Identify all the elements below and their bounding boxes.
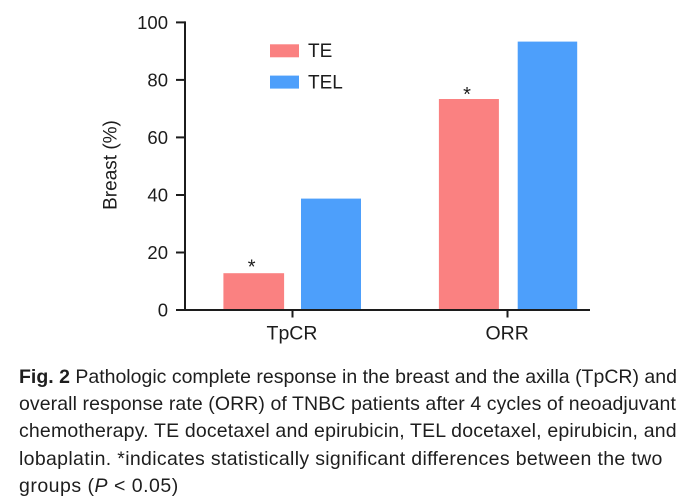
svg-text:*: * (463, 84, 471, 106)
svg-text:TEL: TEL (308, 73, 343, 94)
svg-text:100: 100 (137, 12, 168, 33)
svg-text:TpCR: TpCR (267, 322, 318, 344)
svg-text:80: 80 (147, 70, 168, 91)
svg-text:Breast (%): Breast (%) (101, 120, 122, 210)
svg-text:20: 20 (147, 242, 168, 263)
svg-text:TE: TE (308, 41, 332, 62)
svg-text:60: 60 (147, 127, 168, 148)
svg-text:0: 0 (158, 300, 168, 321)
svg-text:40: 40 (147, 185, 168, 206)
svg-text:ORR: ORR (486, 322, 529, 344)
svg-text:*: * (248, 257, 256, 279)
